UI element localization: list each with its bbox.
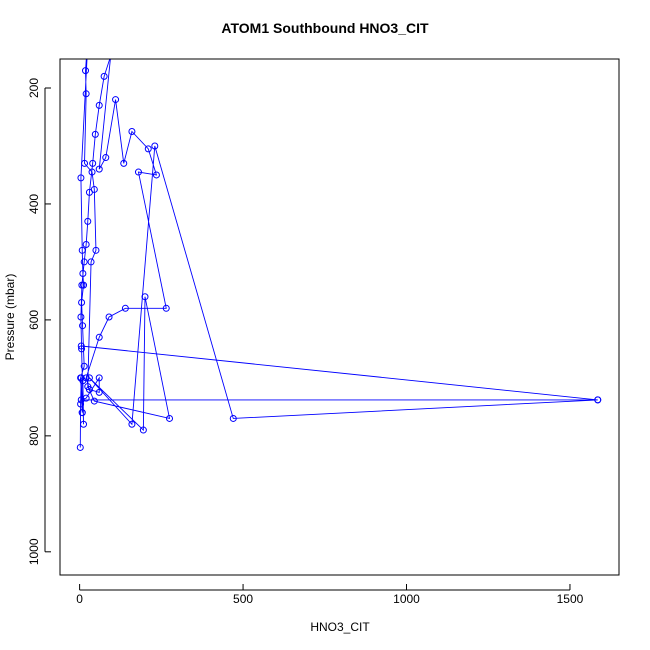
data-point (84, 383, 92, 391)
plot-frame (59, 58, 620, 576)
data-point (82, 394, 90, 402)
data-point (92, 246, 100, 254)
data-point (77, 400, 85, 408)
data-point (112, 96, 120, 104)
x-tick-label: 1000 (393, 592, 420, 606)
data-point (86, 21, 92, 27)
x-tick-label: 500 (233, 592, 253, 606)
data-point (79, 322, 87, 330)
data-point (77, 342, 85, 350)
data-point (80, 420, 88, 428)
data-point (88, 168, 96, 176)
x-tick-label: 1500 (557, 592, 584, 606)
data-point (82, 90, 90, 98)
data-point (121, 304, 129, 312)
data-point (82, 241, 90, 249)
data-point (100, 72, 108, 80)
data-point (91, 130, 99, 138)
data-point (108, 59, 113, 60)
series-line (79, 59, 598, 448)
y-tick-label: 200 (27, 78, 41, 98)
data-point (134, 168, 142, 176)
data-point (80, 258, 88, 266)
data-point (78, 345, 86, 353)
y-tick-label: 1000 (27, 538, 41, 565)
data-point (594, 396, 602, 404)
data-point (77, 313, 85, 321)
data-point (95, 388, 103, 396)
data-point (80, 281, 88, 289)
data-point (90, 185, 98, 193)
data-point (90, 397, 98, 405)
data-point (95, 165, 103, 173)
data-point (77, 174, 85, 182)
y-tick-label: 400 (27, 194, 41, 214)
data-point (78, 299, 86, 307)
data-point (82, 67, 89, 75)
y-tick-label: 800 (27, 426, 41, 446)
data-point (128, 420, 136, 428)
x-axis-label: HNO3_CIT (310, 620, 370, 634)
data-point (120, 159, 128, 167)
data-point (162, 304, 170, 312)
data-point (95, 333, 103, 341)
chart-title: ATOM1 Southbound HNO3_CIT (221, 20, 429, 36)
data-point (128, 127, 136, 135)
data-point (76, 443, 84, 451)
data-point (87, 258, 95, 266)
data-point (89, 159, 97, 167)
data-point (80, 362, 88, 370)
data-point (166, 414, 174, 422)
data-point (102, 154, 110, 162)
data-point (78, 409, 86, 417)
data-point (77, 396, 85, 404)
data-point (229, 414, 237, 422)
data-point (144, 145, 152, 153)
y-tick-label: 600 (27, 310, 41, 330)
data-point (77, 374, 85, 382)
data-point (79, 270, 87, 278)
x-tick-label: 0 (76, 592, 83, 606)
data-point (152, 171, 160, 179)
data-point (84, 217, 92, 225)
data-point (95, 101, 103, 109)
data-point (81, 159, 89, 167)
data-point (141, 293, 149, 301)
data-point (151, 142, 159, 150)
data-point (95, 374, 103, 382)
data-point (78, 246, 86, 254)
data-point (105, 313, 113, 321)
data-point (85, 374, 93, 382)
data-point (139, 426, 147, 434)
